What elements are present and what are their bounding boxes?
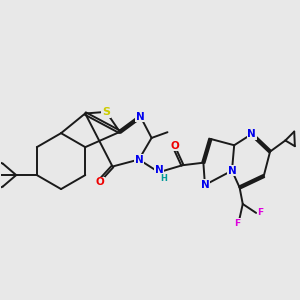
- Text: H: H: [160, 174, 167, 183]
- Text: N: N: [134, 154, 143, 164]
- Text: N: N: [136, 112, 145, 122]
- Text: N: N: [201, 180, 209, 190]
- Text: O: O: [95, 177, 104, 188]
- Text: O: O: [170, 141, 179, 151]
- Text: F: F: [235, 219, 241, 228]
- Text: F: F: [257, 208, 264, 217]
- Text: S: S: [102, 107, 110, 117]
- Text: N: N: [154, 165, 163, 175]
- Text: N: N: [228, 166, 236, 176]
- Text: N: N: [247, 129, 256, 139]
